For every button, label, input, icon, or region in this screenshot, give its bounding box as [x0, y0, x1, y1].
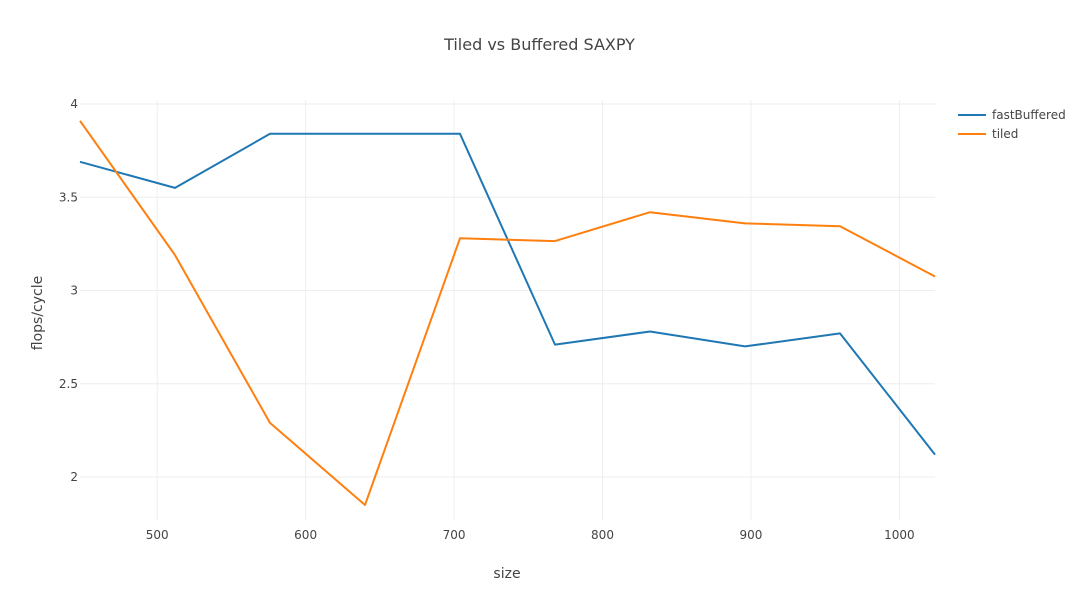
series-line-fastbuffered	[79, 132, 936, 456]
y-axis-ticks: 2 2.5 3 3.5 4	[59, 97, 78, 484]
series-lines	[79, 120, 936, 506]
legend-label: tiled	[992, 127, 1018, 141]
y-tick-label: 3.5	[59, 190, 78, 204]
legend-label: fastBuffered	[992, 108, 1066, 122]
legend-item-fastbuffered[interactable]: fastBuffered	[958, 108, 1066, 122]
x-tick-label: 800	[591, 528, 614, 542]
chart-title: Tiled vs Buffered SAXPY	[443, 35, 635, 54]
x-tick-label: 600	[294, 528, 317, 542]
y-tick-label: 2	[70, 470, 78, 484]
x-axis-ticks: 500 600 700 800 900 1000	[146, 528, 915, 542]
x-tick-label: 700	[443, 528, 466, 542]
grid	[80, 100, 935, 520]
x-tick-label: 500	[146, 528, 169, 542]
x-tick-label: 1000	[884, 528, 915, 542]
y-tick-label: 4	[70, 97, 78, 111]
x-tick-label: 900	[739, 528, 762, 542]
legend[interactable]: fastBuffered tiled	[958, 108, 1066, 141]
x-axis-label: size	[493, 566, 520, 582]
series-line-tiled	[79, 120, 936, 506]
legend-item-tiled[interactable]: tiled	[958, 127, 1018, 141]
y-tick-label: 3	[70, 284, 78, 298]
y-axis-label: flops/cycle	[30, 276, 46, 350]
y-tick-label: 2.5	[59, 377, 78, 391]
